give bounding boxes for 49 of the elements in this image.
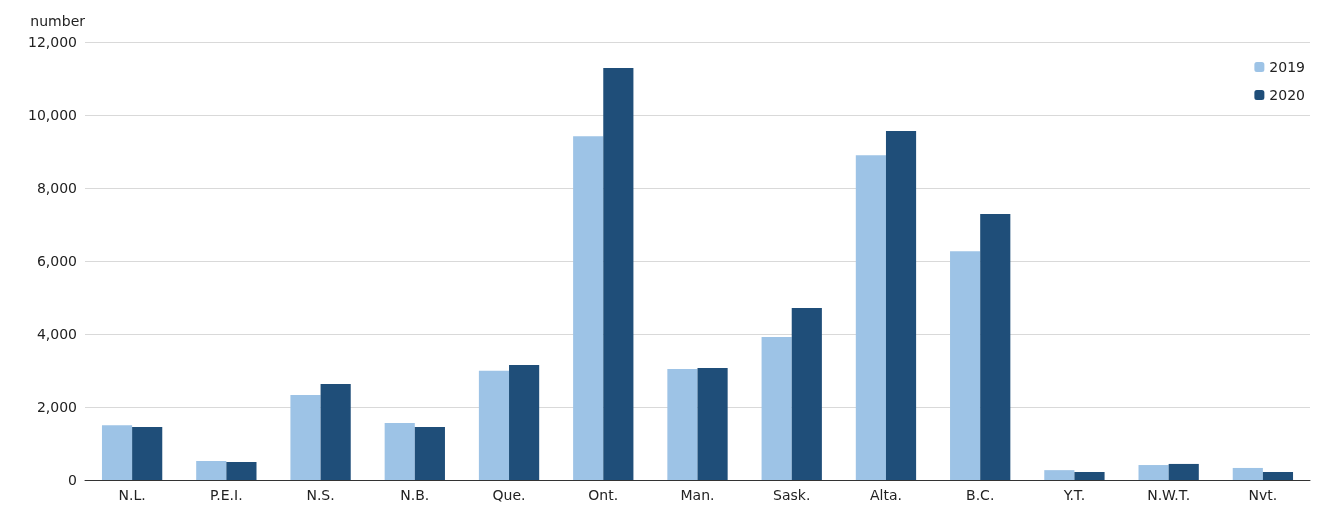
x-tick-label: Nvt.: [1248, 487, 1278, 503]
bar: [1232, 467, 1263, 480]
x-tick-label: P.E.I.: [210, 487, 243, 503]
bar: [573, 136, 604, 480]
y-tick-label: 0: [68, 472, 77, 488]
y-tick-label: 6,000: [36, 253, 77, 269]
y-tick-label: 12,000: [28, 34, 77, 50]
bar: [101, 425, 133, 480]
bar: [226, 462, 257, 480]
bar: [1138, 465, 1169, 480]
bar: [196, 461, 227, 480]
bar: [667, 369, 698, 480]
x-tick-label: N.W.T.: [1147, 487, 1191, 503]
y-tick-label: 8,000: [36, 180, 77, 196]
x-tick-label: B.C.: [966, 487, 995, 503]
bar: [1044, 470, 1075, 480]
y-tick-label: 10,000: [28, 107, 77, 123]
bar: [1168, 463, 1199, 480]
bar: [761, 336, 792, 480]
x-tick-label: Sask.: [773, 487, 811, 503]
bar: [414, 427, 445, 480]
bar: [290, 394, 321, 480]
x-tick-label: N.L.: [118, 487, 146, 503]
bar: [1262, 471, 1294, 480]
bar: [855, 155, 886, 480]
bar: [950, 251, 981, 480]
x-tick-label: N.S.: [306, 487, 335, 503]
bar: [384, 423, 415, 480]
x-tick-label: N.B.: [400, 487, 430, 503]
bar: [791, 308, 822, 480]
bar: [509, 365, 540, 480]
y-tick-label: 2,000: [36, 399, 77, 415]
bar: [697, 367, 728, 480]
bar: [885, 131, 917, 480]
legend-label: 2020: [1269, 87, 1306, 103]
bar: [980, 213, 1011, 480]
y-axis-title: number: [30, 13, 86, 29]
x-tick-label: Y.T.: [1062, 487, 1086, 503]
y-tick-label: 4,000: [36, 326, 77, 342]
x-tick-label: Man.: [680, 487, 715, 503]
bar: [320, 384, 351, 480]
bar: [132, 427, 163, 480]
bar: [603, 67, 634, 480]
x-tick-label: Ont.: [588, 487, 619, 503]
x-tick-label: Alta.: [869, 487, 902, 503]
x-tick-label: Que.: [492, 487, 526, 503]
legend-label: 2019: [1269, 59, 1306, 75]
bar: [1074, 471, 1105, 480]
bar: [478, 370, 510, 480]
